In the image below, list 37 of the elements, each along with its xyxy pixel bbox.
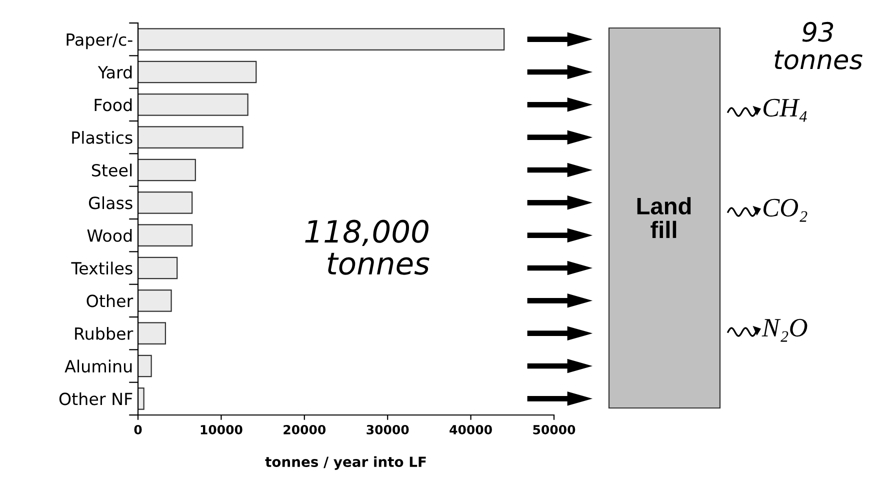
x-tick-label: 20000 bbox=[284, 424, 326, 434]
y-tick-label: Aluminu bbox=[64, 360, 132, 373]
bar bbox=[138, 224, 193, 247]
bar bbox=[138, 28, 505, 51]
y-tick-label: Rubber bbox=[75, 327, 134, 340]
bar bbox=[138, 289, 172, 312]
bar bbox=[138, 60, 257, 84]
x-tick-label: 0 bbox=[134, 424, 142, 434]
x-tick-label: 50000 bbox=[533, 424, 576, 434]
y-tick-label: Paper/c- bbox=[66, 34, 132, 50]
x-tick-label: 40000 bbox=[450, 424, 492, 434]
y-tick-label: Yard bbox=[98, 66, 132, 79]
bar bbox=[138, 158, 196, 182]
x-tick-label: 30000 bbox=[366, 424, 409, 434]
bar bbox=[138, 354, 152, 378]
bar bbox=[138, 126, 244, 149]
text: 93 tonnes bbox=[774, 22, 862, 70]
bar bbox=[138, 387, 144, 410]
y-tick-label: Steel bbox=[92, 164, 132, 177]
y-tick-label: Plastics bbox=[72, 131, 132, 144]
y-tick-label: Other NF bbox=[59, 392, 132, 406]
bar bbox=[138, 322, 166, 345]
text: CO₂ bbox=[763, 198, 808, 222]
text: N₂O bbox=[762, 318, 808, 342]
y-tick-label: Textiles bbox=[71, 262, 132, 275]
y-tick-label: Wood bbox=[87, 229, 132, 242]
text: Land fill bbox=[637, 197, 691, 238]
y-tick-label: Glass bbox=[88, 196, 132, 210]
y-tick-label: Food bbox=[94, 98, 132, 112]
annotation: 118,000 tonnes bbox=[305, 220, 430, 275]
text: CH₄ bbox=[763, 98, 807, 122]
bar bbox=[138, 256, 178, 280]
x-axis-title: tonnes / year into LF bbox=[265, 456, 426, 470]
bar bbox=[138, 93, 248, 116]
x-tick-label: 10000 bbox=[200, 424, 242, 434]
y-tick-label: Other bbox=[86, 294, 134, 308]
bar bbox=[138, 191, 193, 214]
